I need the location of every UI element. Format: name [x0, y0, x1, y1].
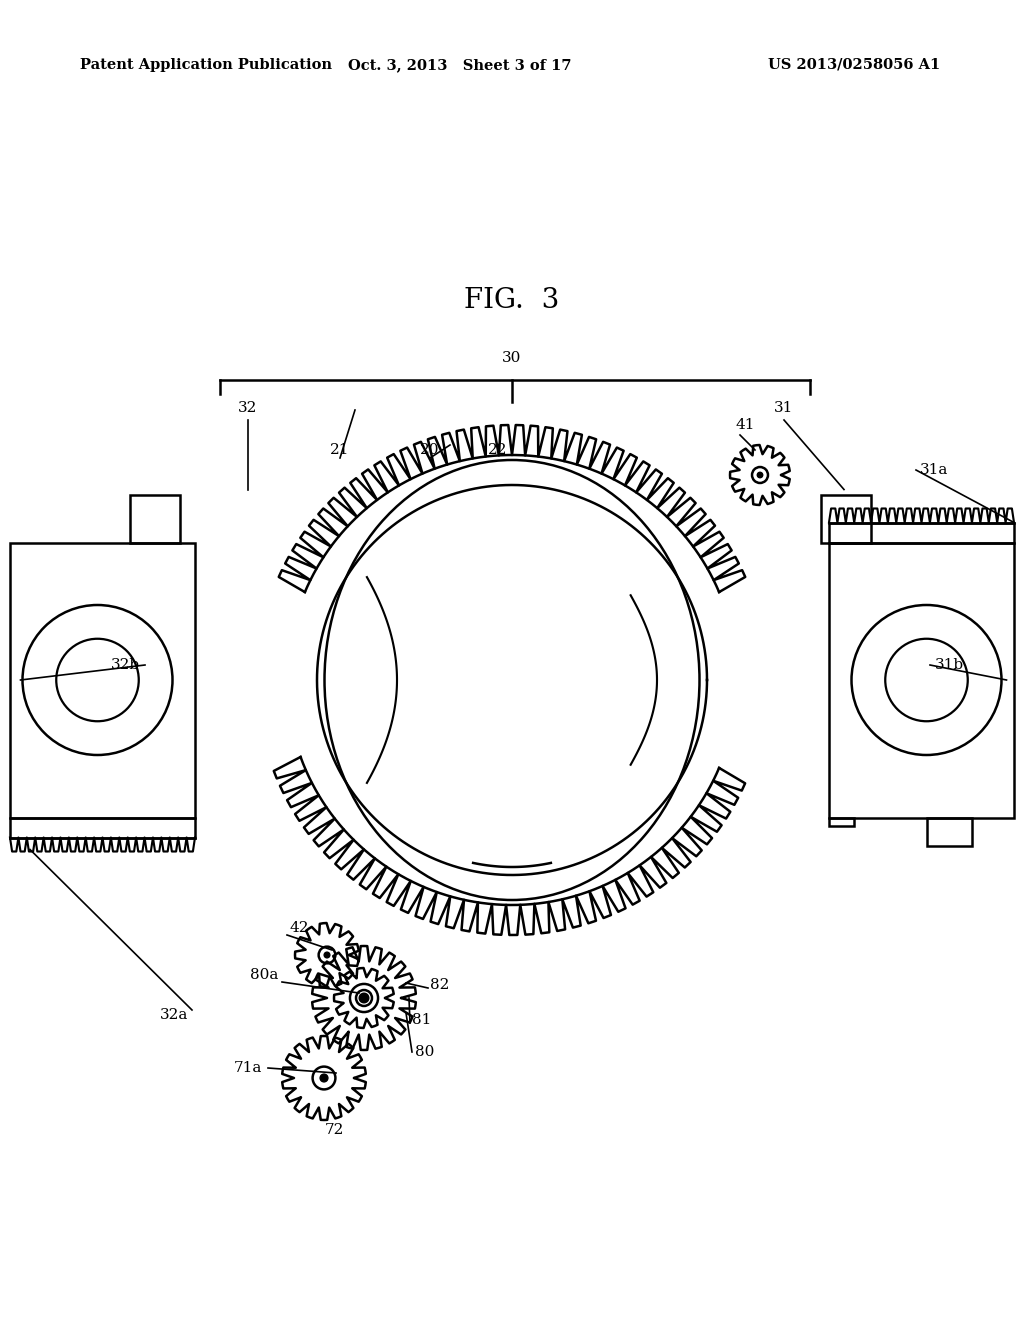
Circle shape: [758, 473, 763, 478]
Text: 32: 32: [239, 401, 258, 414]
Text: Oct. 3, 2013   Sheet 3 of 17: Oct. 3, 2013 Sheet 3 of 17: [348, 58, 571, 73]
Text: 80a: 80a: [250, 968, 278, 982]
Text: 31: 31: [774, 401, 794, 414]
Circle shape: [321, 1074, 328, 1082]
Text: 71a: 71a: [233, 1061, 262, 1074]
Text: 80: 80: [415, 1045, 434, 1059]
Circle shape: [325, 952, 330, 958]
Text: 72: 72: [325, 1123, 344, 1137]
Text: 21: 21: [331, 444, 350, 457]
Bar: [821, 495, 871, 543]
Text: 32a: 32a: [160, 1008, 188, 1022]
Bar: [10, 543, 195, 817]
Text: 31b: 31b: [935, 657, 965, 672]
Text: 31a: 31a: [920, 463, 948, 477]
Text: FIG.  3: FIG. 3: [464, 286, 560, 314]
Circle shape: [359, 993, 369, 1003]
Bar: [829, 543, 1014, 817]
Bar: [10, 817, 195, 837]
Bar: [130, 495, 180, 543]
Bar: [829, 523, 1014, 543]
Text: 82: 82: [430, 978, 450, 993]
Text: 42: 42: [290, 921, 309, 935]
Text: 22: 22: [488, 444, 508, 457]
Bar: [829, 817, 854, 825]
Text: 41: 41: [735, 418, 755, 432]
Text: 32b: 32b: [111, 657, 140, 672]
Text: Patent Application Publication: Patent Application Publication: [80, 58, 332, 73]
Circle shape: [361, 995, 367, 1001]
Text: 30: 30: [503, 351, 521, 366]
Text: 20: 20: [420, 444, 439, 457]
Bar: [927, 817, 972, 846]
Text: US 2013/0258056 A1: US 2013/0258056 A1: [768, 58, 940, 73]
Text: 81: 81: [412, 1012, 431, 1027]
